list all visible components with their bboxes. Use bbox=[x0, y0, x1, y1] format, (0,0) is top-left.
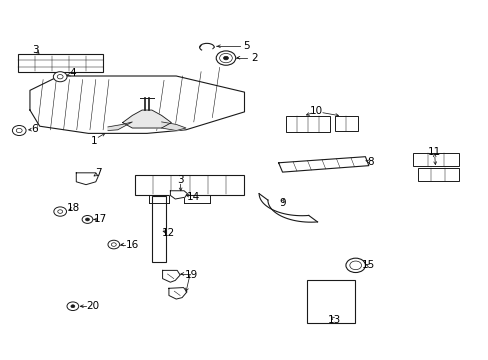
Text: 3: 3 bbox=[177, 175, 183, 185]
Circle shape bbox=[111, 243, 116, 246]
Polygon shape bbox=[108, 122, 132, 131]
Circle shape bbox=[57, 75, 63, 79]
Text: 1: 1 bbox=[91, 136, 98, 145]
Text: 7: 7 bbox=[95, 168, 102, 178]
Circle shape bbox=[108, 240, 120, 249]
Circle shape bbox=[12, 126, 26, 135]
Text: 19: 19 bbox=[185, 270, 198, 280]
Text: 20: 20 bbox=[85, 301, 99, 311]
Polygon shape bbox=[30, 76, 244, 134]
Text: 16: 16 bbox=[125, 239, 139, 249]
Text: 13: 13 bbox=[327, 315, 341, 325]
Text: 6: 6 bbox=[31, 124, 38, 134]
Circle shape bbox=[223, 56, 228, 60]
Text: 12: 12 bbox=[162, 228, 175, 238]
Circle shape bbox=[219, 53, 232, 63]
Text: 9: 9 bbox=[279, 198, 285, 208]
Bar bbox=[285, 116, 329, 132]
Circle shape bbox=[216, 51, 235, 65]
Text: 8: 8 bbox=[366, 157, 373, 167]
Circle shape bbox=[58, 210, 62, 213]
Text: 18: 18 bbox=[67, 203, 81, 213]
Circle shape bbox=[345, 258, 365, 273]
Polygon shape bbox=[161, 122, 185, 131]
Bar bbox=[306, 280, 354, 323]
Polygon shape bbox=[168, 288, 186, 299]
Circle shape bbox=[54, 207, 66, 216]
Circle shape bbox=[85, 218, 89, 221]
Text: 10: 10 bbox=[309, 106, 323, 116]
Text: 11: 11 bbox=[427, 147, 440, 157]
Text: 2: 2 bbox=[250, 53, 257, 63]
Bar bbox=[18, 54, 103, 72]
Circle shape bbox=[71, 305, 75, 308]
Text: 15: 15 bbox=[361, 260, 374, 270]
Polygon shape bbox=[278, 157, 368, 172]
Circle shape bbox=[82, 216, 93, 224]
Polygon shape bbox=[76, 173, 98, 185]
Bar bbox=[135, 175, 244, 195]
Polygon shape bbox=[170, 191, 187, 199]
Polygon shape bbox=[162, 270, 180, 282]
Circle shape bbox=[16, 129, 22, 133]
Text: 4: 4 bbox=[69, 68, 76, 78]
Text: 14: 14 bbox=[186, 192, 200, 202]
Circle shape bbox=[349, 261, 361, 270]
Text: 3: 3 bbox=[32, 45, 39, 55]
Polygon shape bbox=[122, 110, 171, 128]
Bar bbox=[334, 116, 357, 131]
Circle shape bbox=[53, 72, 67, 82]
Bar bbox=[417, 168, 458, 181]
Bar bbox=[412, 153, 458, 166]
Text: 17: 17 bbox=[94, 215, 107, 224]
Circle shape bbox=[67, 302, 79, 311]
Text: 5: 5 bbox=[243, 41, 250, 51]
Bar bbox=[152, 196, 165, 262]
